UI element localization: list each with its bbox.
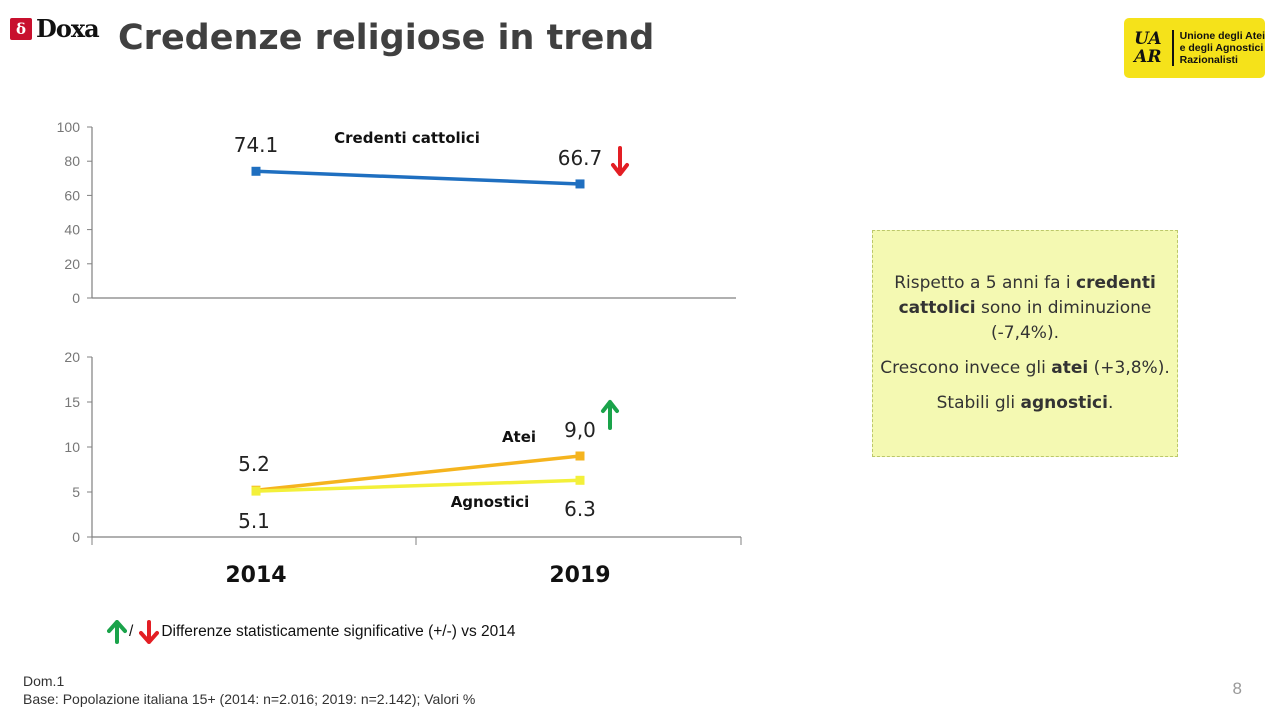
info-box: Rispetto a 5 anni fa i credenti cattolic… [872,230,1178,457]
page-title: Credenze religiose in trend [118,18,655,58]
legend-separator: / [129,623,134,640]
footer-base: Base: Popolazione italiana 15+ (2014: n=… [23,691,476,707]
uaar-logo: UA AR Unione degli Atei e degli Agnostic… [1124,18,1265,78]
x-tick-label: 2019 [549,563,610,588]
series-line [255,454,581,492]
series-name-label: Agnostici [451,493,530,511]
series-name-label: Atei [502,428,536,446]
arrow-up-icon [601,400,619,430]
info-text: (+3,8%). [1088,358,1170,378]
info-text: sono in diminuzione (-7,4%). [975,298,1152,343]
uaar-text-line-3: Razionalisti [1179,54,1238,66]
arrow-up-icon [107,620,127,644]
legend-text: Differenze statisticamente significative… [161,623,516,640]
info-text: . [1107,393,1114,413]
info-highlight: credenti cattolici [898,273,1156,318]
footer-note: Dom.1 Base: Popolazione italiana 15+ (20… [23,672,475,708]
uaar-text-line-1: Unione degli Atei [1179,30,1265,42]
data-label: 5.2 [238,452,270,476]
uaar-mark-line-1: UA [1134,29,1162,49]
uaar-mark-line-2: AR [1134,47,1162,67]
data-label: 6.3 [564,497,596,521]
y-tick-label: 80 [64,153,80,169]
info-paragraph-agnostici: Stabili gli agnostici. [877,391,1173,416]
uaar-logo-mark: UA AR [1128,30,1174,66]
y-tick-label: 5 [72,484,80,500]
arrow-down-icon [139,620,160,644]
data-label: 74.1 [234,133,279,157]
data-point [251,166,261,176]
y-tick-label: 0 [72,529,80,545]
doxa-logo-text: Doxa [36,14,100,43]
data-point [575,475,585,485]
info-paragraph-atei: Crescono invece gli atei (+3,8%). [877,356,1173,381]
data-point [575,179,585,189]
doxa-logo-mark: δ [10,17,32,40]
info-text: Rispetto a 5 anni fa i [894,273,1077,293]
series-line [255,478,581,493]
y-tick-label: 20 [64,349,80,365]
y-tick-label: 15 [64,394,80,410]
y-tick-label: 0 [72,290,80,306]
significance-legend: / Differenze statisticamente significati… [107,620,516,644]
data-label: 9,0 [564,418,596,442]
data-point [575,451,585,461]
y-tick-label: 40 [64,222,80,238]
data-label: 66.7 [558,146,603,170]
doxa-logo: δ Doxa [10,14,100,43]
y-tick-label: 10 [64,439,80,455]
info-highlight: atei [1051,358,1089,378]
data-label: 5.1 [238,509,270,533]
info-text: Crescono invece gli [880,358,1052,378]
data-point [251,486,261,496]
arrow-down-icon [611,146,629,176]
footer-question-ref: Dom.1 [23,673,65,689]
y-tick-label: 60 [64,187,80,203]
info-highlight: agnostici [1020,393,1108,413]
trend-charts: 0 20 40 60 80 100 Credenti cattolici 74.1 66.7 0 5… [57,119,742,588]
y-tick-label: 20 [64,256,80,272]
page-number: 8 [1232,679,1242,698]
uaar-logo-text: Unione degli Atei e degli Agnostici Razi… [1174,30,1265,66]
series-line [255,169,581,186]
info-text: Stabili gli [936,393,1021,413]
y-tick-label: 100 [57,119,81,135]
series-name-label: Credenti cattolici [334,129,480,147]
uaar-text-line-2: e degli Agnostici [1179,42,1264,54]
x-tick-label: 2014 [225,563,286,588]
info-paragraph-cattolici: Rispetto a 5 anni fa i credenti cattolic… [877,271,1173,346]
